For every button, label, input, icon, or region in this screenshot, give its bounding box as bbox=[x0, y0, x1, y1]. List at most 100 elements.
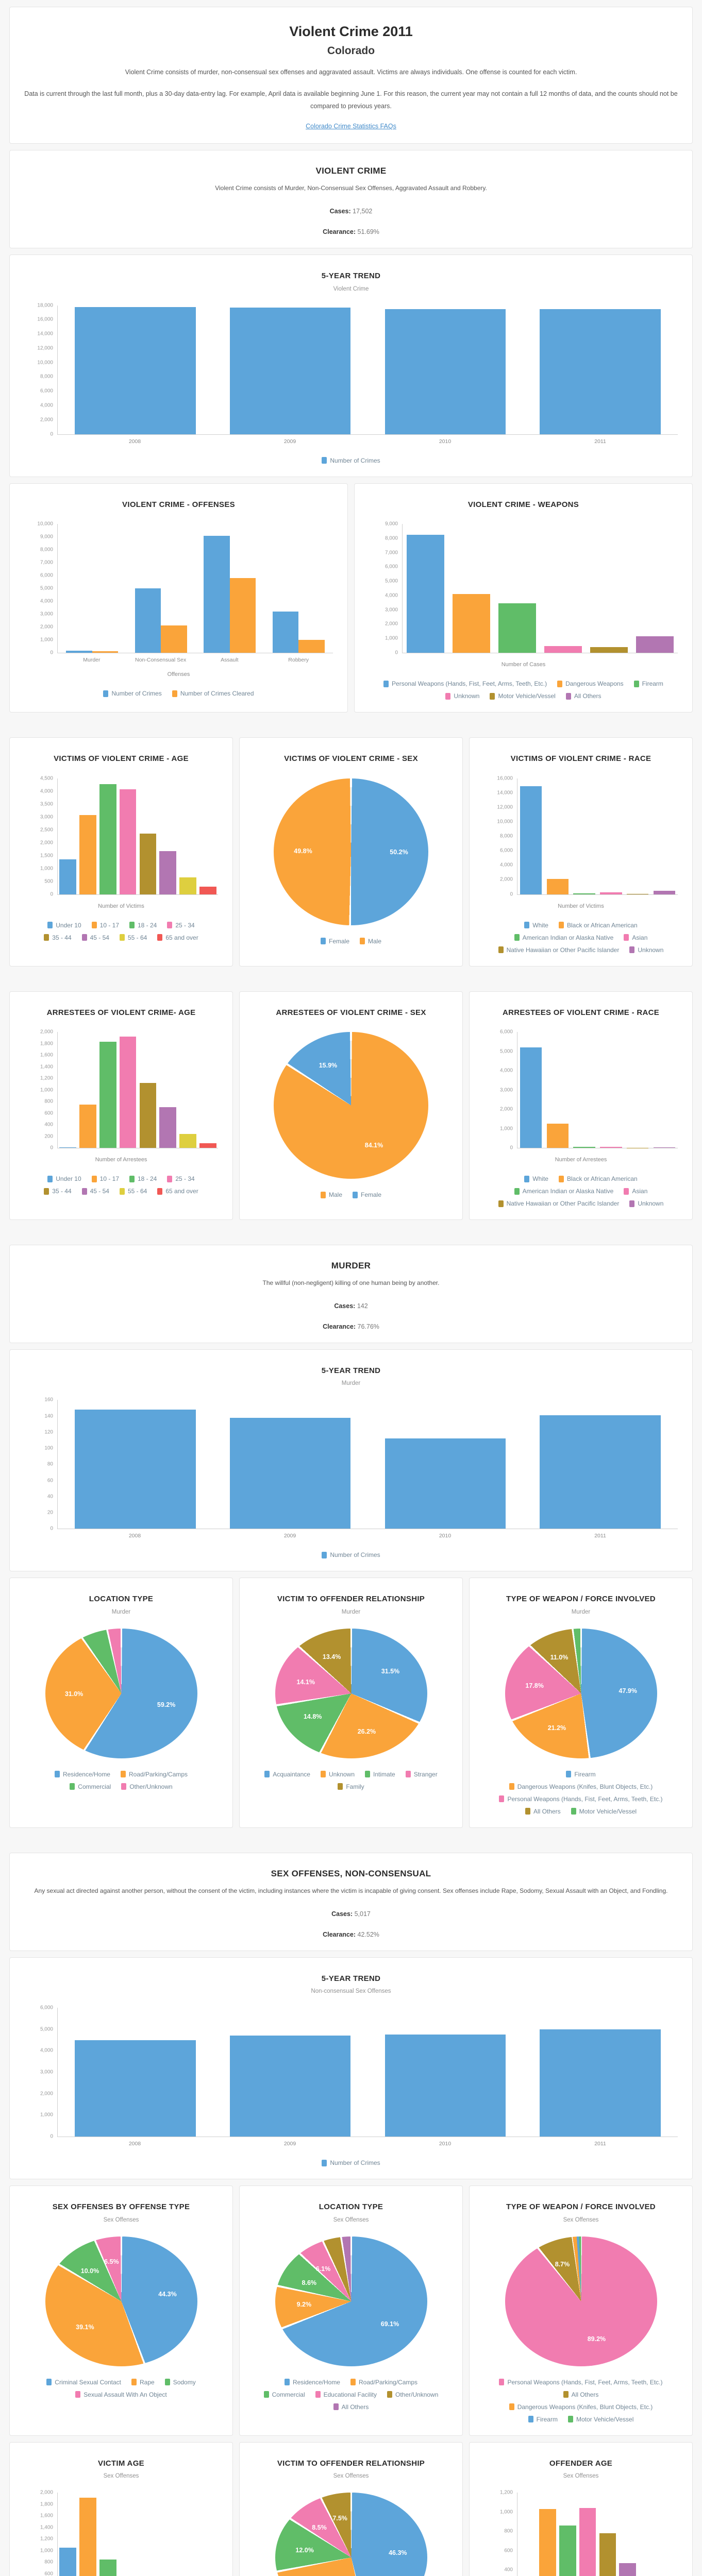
legend-swatch bbox=[320, 938, 326, 945]
bar bbox=[579, 2508, 596, 2576]
legend-swatch bbox=[563, 2391, 569, 2398]
plot-area bbox=[517, 778, 678, 895]
clearance-stat: Clearance: 76.76% bbox=[24, 1323, 678, 1330]
legend-label: Female bbox=[328, 937, 349, 945]
y-axis-tick-label: 7,000 bbox=[40, 560, 53, 566]
cases-label: Cases: bbox=[331, 1910, 353, 1918]
pie-chart: 84.1% 15.9% Male Female bbox=[254, 1032, 448, 1198]
legend-item: Motor Vehicle/Vessel bbox=[567, 2416, 633, 2423]
bar bbox=[59, 1147, 76, 1148]
y-axis-tick-label: 14,000 bbox=[497, 790, 513, 796]
bar-group bbox=[264, 524, 333, 653]
legend-item: 55 - 64 bbox=[119, 934, 147, 941]
bar-slot bbox=[578, 2493, 598, 2576]
legend-item: Number of Crimes Cleared bbox=[172, 690, 254, 697]
bar-chart-grid: 2,0001,8001,6001,4001,2001,0008006004002… bbox=[24, 2490, 218, 2576]
bar-slot bbox=[651, 1032, 678, 1148]
y-axis-tick-label: 140 bbox=[44, 1413, 53, 1419]
y-axis: 6,000 5,000 4,000 3,000 2,000 1,000 0 bbox=[24, 2005, 53, 2140]
y-axis: 9,000 8,000 7,000 6,000 5,000 4,000 3,000 2,000… bbox=[369, 521, 398, 656]
chart-card-murder-relationship: VICTIM TO OFFENDER RELATIONSHIP Murder 3… bbox=[239, 1578, 463, 1828]
bar-slot bbox=[571, 778, 598, 894]
section-sex-offenses: SEX OFFENSES, NON-CONSENSUAL Any sexual … bbox=[9, 1852, 693, 1951]
legend-label: Native Hawaiian or Other Pacific Islande… bbox=[506, 1200, 620, 1208]
y-axis-tick-label: 1,500 bbox=[40, 853, 53, 859]
bar-chart-grid: 4,500 4,000 3,500 3,000 2,500 2,000 1,500 1,000… bbox=[24, 775, 218, 897]
y-axis-tick-label: 6,000 bbox=[40, 2005, 53, 2011]
chart-legend: Male Female bbox=[262, 1191, 440, 1198]
pie-percentage-label: 49.8% bbox=[294, 848, 312, 855]
legend-item: Personal Weapons (Hands, Fist, Feet, Arm… bbox=[499, 2379, 663, 2386]
y-axis: 160 140 120 100 80 60 40 20 0 bbox=[24, 1397, 53, 1532]
bar bbox=[546, 879, 569, 894]
chart-card-sex-relationship: VICTIM TO OFFENDER RELATIONSHIP Sex Offe… bbox=[239, 2442, 463, 2576]
y-axis-tick-label: 2,000 bbox=[499, 876, 513, 883]
chart-legend: Number of Crimes Number of Crimes Cleared bbox=[37, 690, 321, 697]
y-axis-tick-label: 0 bbox=[50, 2133, 53, 2140]
bar-slot bbox=[617, 2493, 638, 2576]
bar bbox=[453, 594, 490, 653]
bar-slot bbox=[158, 778, 178, 894]
x-axis-title: Number of Victims bbox=[558, 903, 604, 909]
section-title: MURDER bbox=[331, 1261, 371, 1271]
faq-link[interactable]: Colorado Crime Statistics FAQs bbox=[306, 123, 396, 130]
y-axis-tick-label: 2,500 bbox=[40, 827, 53, 833]
legend-label: 45 - 54 bbox=[90, 1188, 109, 1195]
pie-percentage-label: 8.5% bbox=[312, 2524, 327, 2532]
legend-item: Sodomy bbox=[164, 2379, 196, 2386]
y-axis-tick-label: 1,600 bbox=[40, 2513, 53, 2519]
legend-item: 65 and over bbox=[157, 934, 198, 941]
legend-swatch bbox=[509, 2403, 514, 2411]
legend-swatch bbox=[558, 922, 564, 929]
y-axis-tick-label: 500 bbox=[44, 878, 53, 885]
plot-area bbox=[57, 524, 333, 654]
bar-slot bbox=[624, 1032, 651, 1148]
chart-title: 5-YEAR TREND bbox=[321, 1366, 381, 1375]
bar-slot bbox=[198, 1032, 218, 1148]
chart-card-sex-offender-age: OFFENDER AGE Sex Offenses 1,200 1,000 800 6… bbox=[469, 2442, 693, 2576]
y-axis-tick-label: 1,800 bbox=[40, 1041, 53, 1047]
x-axis-category-labels: 2008 2009 2010 2011 bbox=[57, 438, 678, 445]
legend-label: Male bbox=[368, 937, 382, 945]
y-axis: 6,000 5,000 4,000 3,000 2,000 1,000 0 bbox=[484, 1029, 513, 1151]
legend-label: Unknown bbox=[328, 1770, 355, 1778]
y-axis-tick-label: 12,000 bbox=[497, 804, 513, 810]
chart-card-murder-trend: 5-YEAR TREND Murder 160 140 120 100 80 60 40 20… bbox=[9, 1349, 693, 1572]
legend-item: Road/Parking/Camps bbox=[120, 1771, 188, 1778]
y-axis-tick-label: 9,000 bbox=[40, 534, 53, 540]
legend-label: All Others bbox=[574, 692, 601, 700]
x-axis-category-label: 2008 bbox=[128, 438, 141, 445]
bar bbox=[653, 1147, 676, 1148]
legend-label: 65 and over bbox=[165, 934, 198, 941]
pie bbox=[274, 778, 428, 925]
bar-slot bbox=[198, 778, 218, 894]
legend-item: Firearm bbox=[566, 1771, 596, 1778]
bar bbox=[385, 2034, 506, 2137]
bar-slot bbox=[538, 2493, 558, 2576]
y-axis-tick-label: 1,600 bbox=[40, 1052, 53, 1058]
legend-label: Male bbox=[328, 1191, 342, 1199]
pie-percentage-label: 47.9% bbox=[619, 1687, 637, 1694]
legend-label: Personal Weapons (Hands, Fist, Feet, Arm… bbox=[507, 1795, 663, 1803]
y-axis-tick-label: 6,000 bbox=[40, 572, 53, 579]
y-axis-tick-label: 1,200 bbox=[40, 2536, 53, 2542]
bar bbox=[573, 1146, 595, 1148]
bar-slot bbox=[138, 2493, 158, 2576]
bar bbox=[75, 2040, 196, 2137]
chart-subtitle: Sex Offenses bbox=[333, 2473, 369, 2480]
bar bbox=[75, 1410, 196, 1529]
legend-item: 55 - 64 bbox=[119, 1188, 147, 1195]
legend-swatch bbox=[566, 1771, 572, 1778]
y-axis-tick-label: 600 bbox=[44, 2571, 53, 2576]
bar-chart: 160 140 120 100 80 60 40 20 0 2008 2009 2010 2011 Num… bbox=[24, 1397, 678, 1558]
bar-slot bbox=[368, 2008, 523, 2137]
pie bbox=[275, 2493, 427, 2576]
chart-subtitle: Murder bbox=[571, 1608, 591, 1615]
chart-legend: Acquaintance Unknown Intimate Stranger Famil… bbox=[262, 1771, 440, 1790]
y-axis-tick-label: 6,000 bbox=[499, 1029, 513, 1035]
chart-card-arrestees-sex: ARRESTEES OF VIOLENT CRIME - SEX 84.1% 15… bbox=[239, 991, 463, 1221]
legend-item: Firearm bbox=[633, 680, 663, 687]
chart-title: 5-YEAR TREND bbox=[321, 272, 381, 281]
